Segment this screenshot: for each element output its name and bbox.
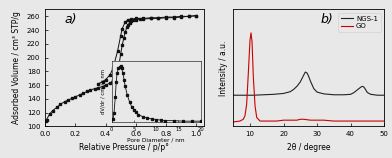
NGS-1 [360,85,365,87]
NGS-1 [305,72,309,74]
GO [298,118,303,120]
NGS-1 [382,94,387,96]
NGS-1 [271,93,276,95]
GO [248,39,252,41]
NGS-1 [295,85,299,87]
GO [301,118,306,120]
GO [251,76,256,78]
GO [281,119,286,121]
NGS-1 [288,91,292,93]
GO [321,119,326,121]
NGS-1 [306,76,311,77]
GO [308,119,313,121]
Legend: NGS-1, GO: NGS-1, GO [338,13,381,32]
NGS-1 [358,86,363,88]
NGS-1 [251,94,256,96]
NGS-1 [365,92,370,94]
NGS-1 [352,92,356,94]
Line: NGS-1: NGS-1 [233,72,384,95]
NGS-1 [315,91,319,93]
X-axis label: Relative Pressure / p/p°: Relative Pressure / p/p° [80,143,169,152]
GO [315,119,319,121]
GO [365,120,370,122]
GO [253,105,258,107]
Y-axis label: Intensity / a.u.: Intensity / a.u. [219,40,228,96]
GO [348,120,353,122]
NGS-1 [231,94,236,96]
NGS-1 [308,80,313,82]
GO [238,120,242,122]
GO [243,115,247,117]
GO [295,119,299,121]
Line: GO: GO [233,33,384,122]
NGS-1 [261,94,266,96]
Text: a): a) [64,13,76,26]
X-axis label: 2θ / degree: 2θ / degree [287,143,330,152]
NGS-1 [281,92,286,94]
GO [244,103,249,105]
GO [231,121,236,123]
GO [382,120,387,122]
NGS-1 [291,88,296,90]
NGS-1 [355,89,360,91]
NGS-1 [348,93,353,95]
GO [288,119,292,121]
GO [254,117,259,118]
Text: b): b) [321,13,334,26]
NGS-1 [362,86,367,88]
NGS-1 [341,94,346,96]
GO [241,118,246,120]
NGS-1 [375,94,380,96]
GO [246,72,251,74]
Y-axis label: Adsorbed Volume / cm³ STP/g: Adsorbed Volume / cm³ STP/g [12,12,21,124]
GO [265,120,269,122]
GO [249,32,253,34]
NGS-1 [301,74,306,76]
GO [250,41,254,43]
NGS-1 [321,93,326,95]
NGS-1 [363,89,368,91]
NGS-1 [311,88,316,89]
NGS-1 [368,93,373,95]
GO [258,120,262,122]
NGS-1 [303,71,308,73]
GO [332,120,336,122]
NGS-1 [298,81,303,83]
NGS-1 [238,94,242,96]
NGS-1 [244,94,249,96]
GO [274,120,279,122]
NGS-1 [332,94,336,96]
